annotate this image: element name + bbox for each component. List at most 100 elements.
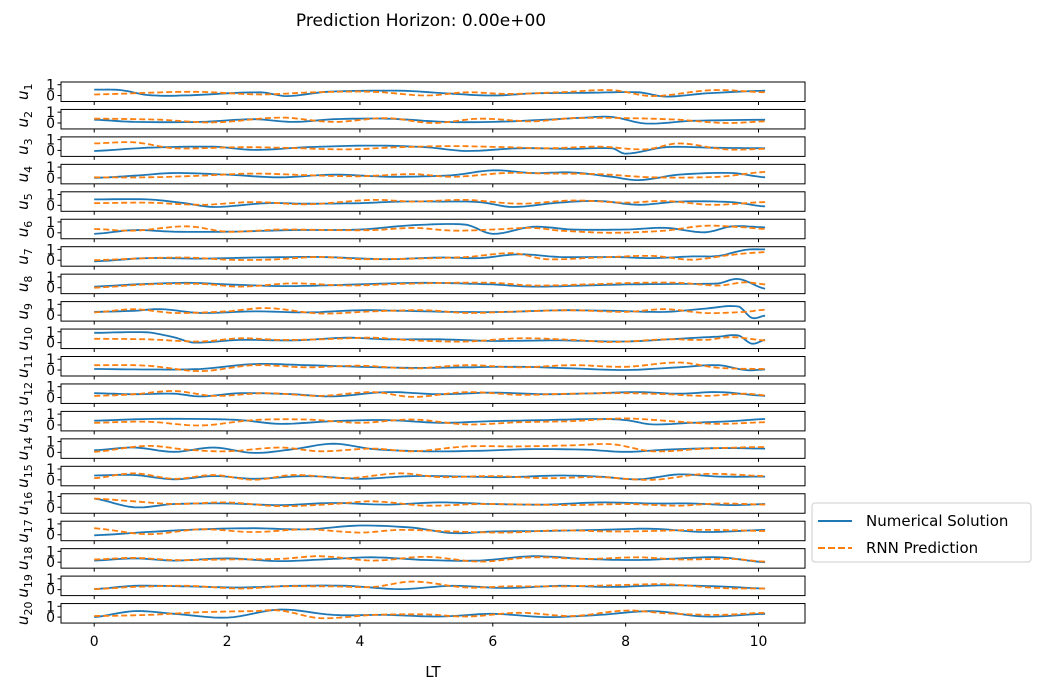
rnn-prediction-line <box>94 336 766 343</box>
y-tick-label: 0 <box>46 555 55 571</box>
y-axis-label: u8 <box>14 276 35 293</box>
y-tick-label: 0 <box>46 445 55 461</box>
y-tick-label: 0 <box>46 116 55 132</box>
subplot-frame <box>60 383 806 404</box>
legend: Numerical Solution RNN Prediction <box>811 502 1032 563</box>
numerical-solution-line <box>94 417 766 426</box>
rnn-prediction-line <box>94 116 766 124</box>
subplot-frame <box>60 465 806 487</box>
x-tick-label: 8 <box>621 634 630 650</box>
subplot-frame <box>60 81 806 102</box>
y-tick-label: 0 <box>46 390 55 406</box>
y-axis-label: u17 <box>14 519 35 543</box>
numerical-solution-line <box>94 305 766 320</box>
x-tick-label: 4 <box>355 634 364 650</box>
y-tick-label: 1 <box>46 380 55 396</box>
rnn-prediction-line <box>94 171 766 179</box>
subplot-13: 01 u13 <box>14 407 806 435</box>
subplot-frame <box>60 603 806 624</box>
numerical-solution-line <box>94 169 766 181</box>
subplot-17: 01 u17 <box>14 517 806 545</box>
rnn-prediction-line <box>94 89 766 98</box>
y-axis-label: u14 <box>14 437 35 461</box>
legend-box <box>811 502 1032 563</box>
y-axis-label: u5 <box>14 193 35 210</box>
y-tick-label: 0 <box>46 171 55 187</box>
y-axis-label: u13 <box>14 409 35 433</box>
y-tick-label: 0 <box>46 610 55 626</box>
subplot-1: 01 u1 <box>14 78 806 105</box>
subplot-frame <box>60 328 806 350</box>
subplot-frame <box>60 493 806 514</box>
rnn-prediction-line <box>94 390 766 398</box>
y-axis-label: u18 <box>14 547 35 571</box>
y-tick-label: 0 <box>46 418 55 434</box>
y-tick-label: 1 <box>46 242 55 258</box>
subplot-frame <box>60 548 806 569</box>
y-tick-label: 1 <box>46 297 55 313</box>
subplot-6: 01 u6 <box>14 215 806 243</box>
y-tick-label: 1 <box>46 78 55 94</box>
y-axis-label: u12 <box>14 382 35 406</box>
y-tick-label: 1 <box>46 462 55 478</box>
y-tick-label: 1 <box>46 325 55 341</box>
subplot-4: 01 u4 <box>14 160 806 188</box>
x-axis-label: LT <box>425 663 441 681</box>
y-tick-label: 1 <box>46 215 55 231</box>
y-axis-label: u7 <box>14 248 35 265</box>
subplot-stack: 01u101u201u301u401u501u601u701u801u901u1… <box>14 78 806 627</box>
y-axis-label: u4 <box>14 166 35 183</box>
rnn-prediction-line <box>94 609 766 620</box>
subplot-19: 01 u19 <box>14 572 806 600</box>
rnn-prediction-line <box>94 199 766 206</box>
subplot-frame <box>60 410 806 432</box>
y-tick-label: 1 <box>46 270 55 286</box>
legend-label-numerical: Numerical Solution <box>866 512 1008 530</box>
y-axis-label: u9 <box>14 303 35 320</box>
y-tick-label: 1 <box>46 160 55 176</box>
numerical-solution-line <box>94 88 766 98</box>
subplot-frame <box>60 273 806 295</box>
rnn-prediction-line <box>94 555 766 563</box>
y-axis-label: u15 <box>14 464 35 488</box>
y-tick-label: 1 <box>46 517 55 533</box>
x-tick-label: 0 <box>90 634 99 650</box>
y-tick-label: 1 <box>46 352 55 368</box>
y-tick-label: 1 <box>46 572 55 588</box>
subplot-frame <box>60 356 806 377</box>
rnn-prediction-line <box>94 281 766 289</box>
y-axis-label: u1 <box>14 83 35 100</box>
rnn-prediction-line <box>94 361 766 373</box>
chart-title: Prediction Horizon: 0.00e+00 <box>296 11 546 31</box>
x-tick-label: 10 <box>750 634 768 650</box>
y-tick-label: 0 <box>46 336 55 352</box>
y-axis-label: u2 <box>14 111 35 128</box>
y-tick-label: 0 <box>46 253 55 269</box>
subplot-frame <box>60 191 806 212</box>
y-tick-label: 0 <box>46 308 55 324</box>
rnn-prediction-line <box>94 580 766 590</box>
rnn-prediction-line <box>94 443 766 453</box>
subplot-14: 01 u14 <box>14 435 806 462</box>
subplot-frame <box>60 575 806 597</box>
subplot-15: 01 u15 <box>14 462 806 490</box>
x-axis: 0 2 4 6 8 10 <box>90 634 768 650</box>
rnn-prediction-line <box>94 417 766 427</box>
y-tick-label: 0 <box>46 281 55 297</box>
subplot-frame <box>60 163 806 185</box>
subplot-2: 01 u2 <box>14 105 806 133</box>
subplot-8: 01 u8 <box>14 270 806 298</box>
rnn-prediction-line <box>94 224 766 234</box>
subplot-frame <box>60 438 806 459</box>
subplot-7: 01 u7 <box>14 242 806 270</box>
y-tick-label: 0 <box>46 473 55 489</box>
subplot-frame <box>60 108 806 130</box>
y-tick-label: 0 <box>46 198 55 214</box>
subplot-frame <box>60 136 806 157</box>
x-tick-label: 2 <box>223 634 232 650</box>
subplot-frame <box>60 301 806 322</box>
y-tick-label: 1 <box>46 489 55 505</box>
y-tick-label: 1 <box>46 435 55 451</box>
y-tick-label: 0 <box>46 89 55 105</box>
y-tick-label: 1 <box>46 188 55 204</box>
